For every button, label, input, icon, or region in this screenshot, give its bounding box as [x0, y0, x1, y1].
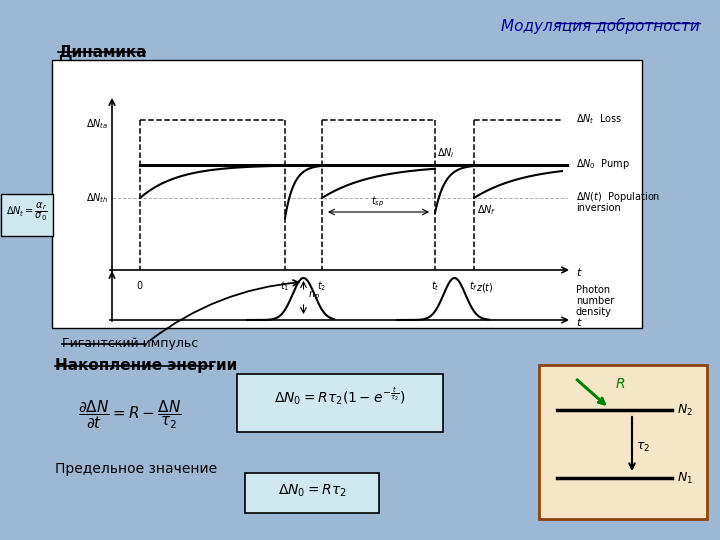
Text: $t_{sp}$: $t_{sp}$ [372, 194, 384, 209]
Text: $\Delta N_{th}$: $\Delta N_{th}$ [86, 191, 108, 205]
Text: $t_1$: $t_1$ [280, 279, 289, 293]
Text: $\Delta N_t = \dfrac{\alpha_r}{\sigma_0}$: $\Delta N_t = \dfrac{\alpha_r}{\sigma_0}… [6, 200, 48, 222]
Text: $N_2$: $N_2$ [677, 402, 693, 417]
Text: $0$: $0$ [136, 279, 144, 291]
Text: $t_2$: $t_2$ [318, 279, 327, 293]
FancyBboxPatch shape [539, 365, 707, 519]
FancyBboxPatch shape [245, 473, 379, 513]
Text: $\Delta N_i$: $\Delta N_i$ [437, 146, 455, 160]
Text: density: density [576, 307, 612, 317]
Text: $\Delta N_0$  Pump: $\Delta N_0$ Pump [576, 157, 630, 171]
Text: $\Delta N_t$  Loss: $\Delta N_t$ Loss [576, 112, 622, 126]
Text: Предельное значение: Предельное значение [55, 462, 217, 476]
Text: number: number [576, 296, 614, 306]
Text: Накопление энергии: Накопление энергии [55, 358, 238, 373]
Text: $\Delta N_0 = R\tau_2$: $\Delta N_0 = R\tau_2$ [278, 483, 346, 500]
FancyBboxPatch shape [1, 194, 53, 236]
Text: $\dfrac{\partial \Delta N}{\partial t} = R - \dfrac{\Delta N}{\tau_2}$: $\dfrac{\partial \Delta N}{\partial t} =… [78, 398, 181, 431]
Text: Модуляция добротности: Модуляция добротности [501, 18, 700, 34]
Text: $\Delta N_{ta}$: $\Delta N_{ta}$ [86, 117, 108, 131]
Text: Photon: Photon [576, 285, 610, 295]
Text: Гигантский импульс: Гигантский импульс [62, 337, 198, 350]
Text: $\Delta N_f$: $\Delta N_f$ [477, 203, 496, 217]
Text: $t_t$: $t_t$ [431, 279, 439, 293]
Text: $\Delta N_0 = R\tau_2(1 - e^{-\frac{t}{\tau_2}})$: $\Delta N_0 = R\tau_2(1 - e^{-\frac{t}{\… [274, 385, 406, 407]
Bar [52, 60, 642, 328]
Text: $\Delta N(t)$  Population: $\Delta N(t)$ Population [576, 190, 660, 204]
Text: $R$: $R$ [615, 377, 626, 391]
Text: $t$: $t$ [576, 316, 582, 328]
Text: $N_1$: $N_1$ [677, 470, 693, 485]
Text: inversion: inversion [576, 203, 621, 213]
Text: $\tau_2$: $\tau_2$ [636, 441, 650, 454]
FancyBboxPatch shape [237, 374, 443, 432]
Text: $n_p$: $n_p$ [307, 290, 320, 302]
Text: $z(t)$: $z(t)$ [477, 281, 494, 294]
Text: Динамика: Динамика [58, 45, 147, 60]
Text: $t$: $t$ [576, 266, 582, 278]
Text: $t_f$: $t_f$ [469, 279, 479, 293]
